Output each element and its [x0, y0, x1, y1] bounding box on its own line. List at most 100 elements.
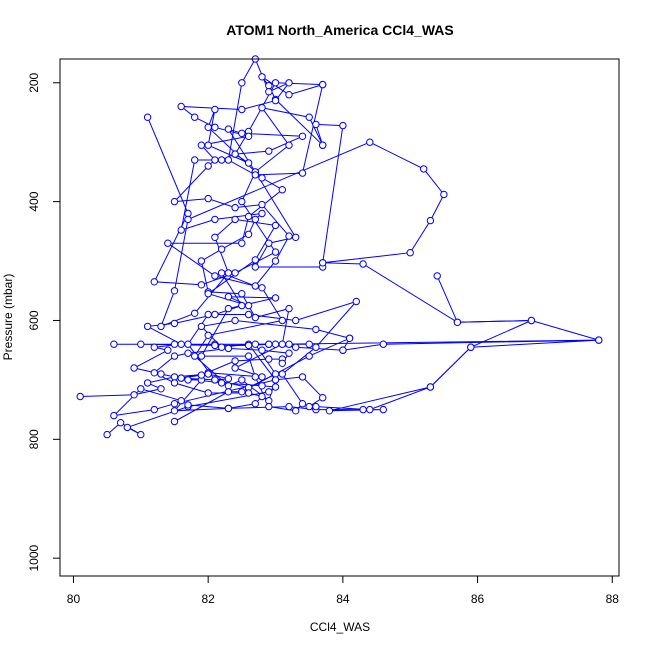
- data-point: [278, 186, 286, 194]
- data-point: [177, 397, 185, 405]
- data-point: [150, 278, 159, 286]
- data-point: [265, 239, 273, 247]
- data-point: [224, 344, 233, 353]
- data-point: [319, 141, 327, 149]
- data-point: [251, 215, 260, 224]
- data-point: [359, 405, 367, 414]
- series-line-2: [160, 123, 445, 412]
- data-point: [379, 405, 387, 414]
- data-point: [251, 171, 260, 179]
- data-point: [110, 340, 118, 348]
- data-point: [265, 340, 273, 348]
- data-point: [258, 392, 266, 401]
- data-point: [184, 376, 192, 384]
- data-point: [157, 385, 165, 393]
- data-point: [251, 313, 260, 322]
- data-point: [258, 346, 266, 354]
- data-point: [217, 156, 226, 164]
- data-point: [265, 147, 273, 155]
- data-point: [319, 259, 327, 267]
- data-point: [238, 388, 246, 396]
- data-point: [211, 105, 219, 114]
- data-point: [204, 331, 212, 339]
- data-point: [298, 132, 307, 141]
- data-point: [420, 165, 428, 173]
- plot-points: [76, 55, 603, 439]
- data-point: [211, 156, 219, 164]
- data-point: [197, 281, 206, 289]
- data-point: [170, 373, 179, 381]
- data-point: [238, 290, 246, 298]
- data-point: [238, 129, 246, 138]
- data-point: [211, 310, 219, 319]
- x-axis: 80 82 84 86 88: [67, 576, 619, 606]
- x-tick-label: 88: [606, 592, 620, 606]
- x-tick-label: 86: [471, 592, 485, 606]
- data-point: [137, 385, 145, 393]
- data-point: [258, 209, 266, 218]
- data-point: [224, 388, 233, 396]
- data-point: [285, 402, 293, 411]
- data-point: [170, 197, 179, 206]
- data-point: [312, 120, 320, 129]
- data-point: [244, 132, 253, 141]
- data-point: [170, 379, 179, 387]
- data-point: [231, 203, 239, 212]
- data-point: [271, 96, 280, 105]
- data-point: [191, 113, 199, 121]
- data-point: [258, 200, 266, 209]
- data-point: [143, 379, 152, 387]
- data-point: [312, 325, 320, 334]
- data-point: [271, 248, 280, 256]
- data-point: [433, 272, 441, 280]
- data-point: [305, 402, 313, 411]
- data-point: [426, 216, 435, 225]
- data-point: [130, 391, 138, 399]
- data-point: [170, 319, 179, 328]
- data-point: [217, 379, 226, 387]
- data-point: [184, 340, 192, 348]
- data-point: [244, 212, 253, 221]
- data-point: [359, 260, 367, 268]
- data-point: [278, 316, 286, 325]
- data-point: [345, 334, 354, 342]
- data-point: [197, 371, 206, 379]
- data-point: [123, 423, 132, 432]
- data-point: [211, 123, 219, 132]
- data-point: [224, 269, 233, 277]
- data-point: [217, 343, 226, 351]
- data-point: [211, 272, 219, 280]
- data-point: [224, 404, 233, 413]
- data-point: [527, 316, 536, 325]
- data-point: [143, 322, 152, 331]
- data-point: [244, 389, 253, 397]
- data-point: [258, 174, 266, 182]
- data-point: [211, 376, 219, 384]
- data-point: [453, 318, 462, 326]
- data-point: [184, 349, 192, 357]
- data-point: [204, 194, 212, 203]
- data-point: [177, 340, 185, 348]
- data-point: [170, 407, 179, 415]
- data-point: [224, 382, 233, 390]
- data-point: [292, 316, 300, 325]
- y-tick-label: 800: [27, 429, 41, 449]
- y-tick-label: 400: [27, 191, 41, 211]
- data-point: [238, 239, 246, 247]
- data-point: [191, 309, 199, 317]
- data-point: [244, 352, 253, 360]
- data-point: [265, 402, 273, 411]
- data-point: [467, 343, 475, 351]
- data-point: [292, 407, 300, 415]
- data-point: [406, 249, 414, 257]
- data-point: [292, 233, 300, 242]
- x-tick-label: 80: [67, 592, 81, 606]
- data-point: [244, 310, 253, 319]
- data-point: [150, 369, 159, 377]
- x-tick-label: 82: [201, 592, 215, 606]
- data-point: [426, 383, 435, 391]
- data-point: [238, 301, 246, 310]
- data-point: [143, 113, 152, 121]
- data-point: [271, 257, 280, 265]
